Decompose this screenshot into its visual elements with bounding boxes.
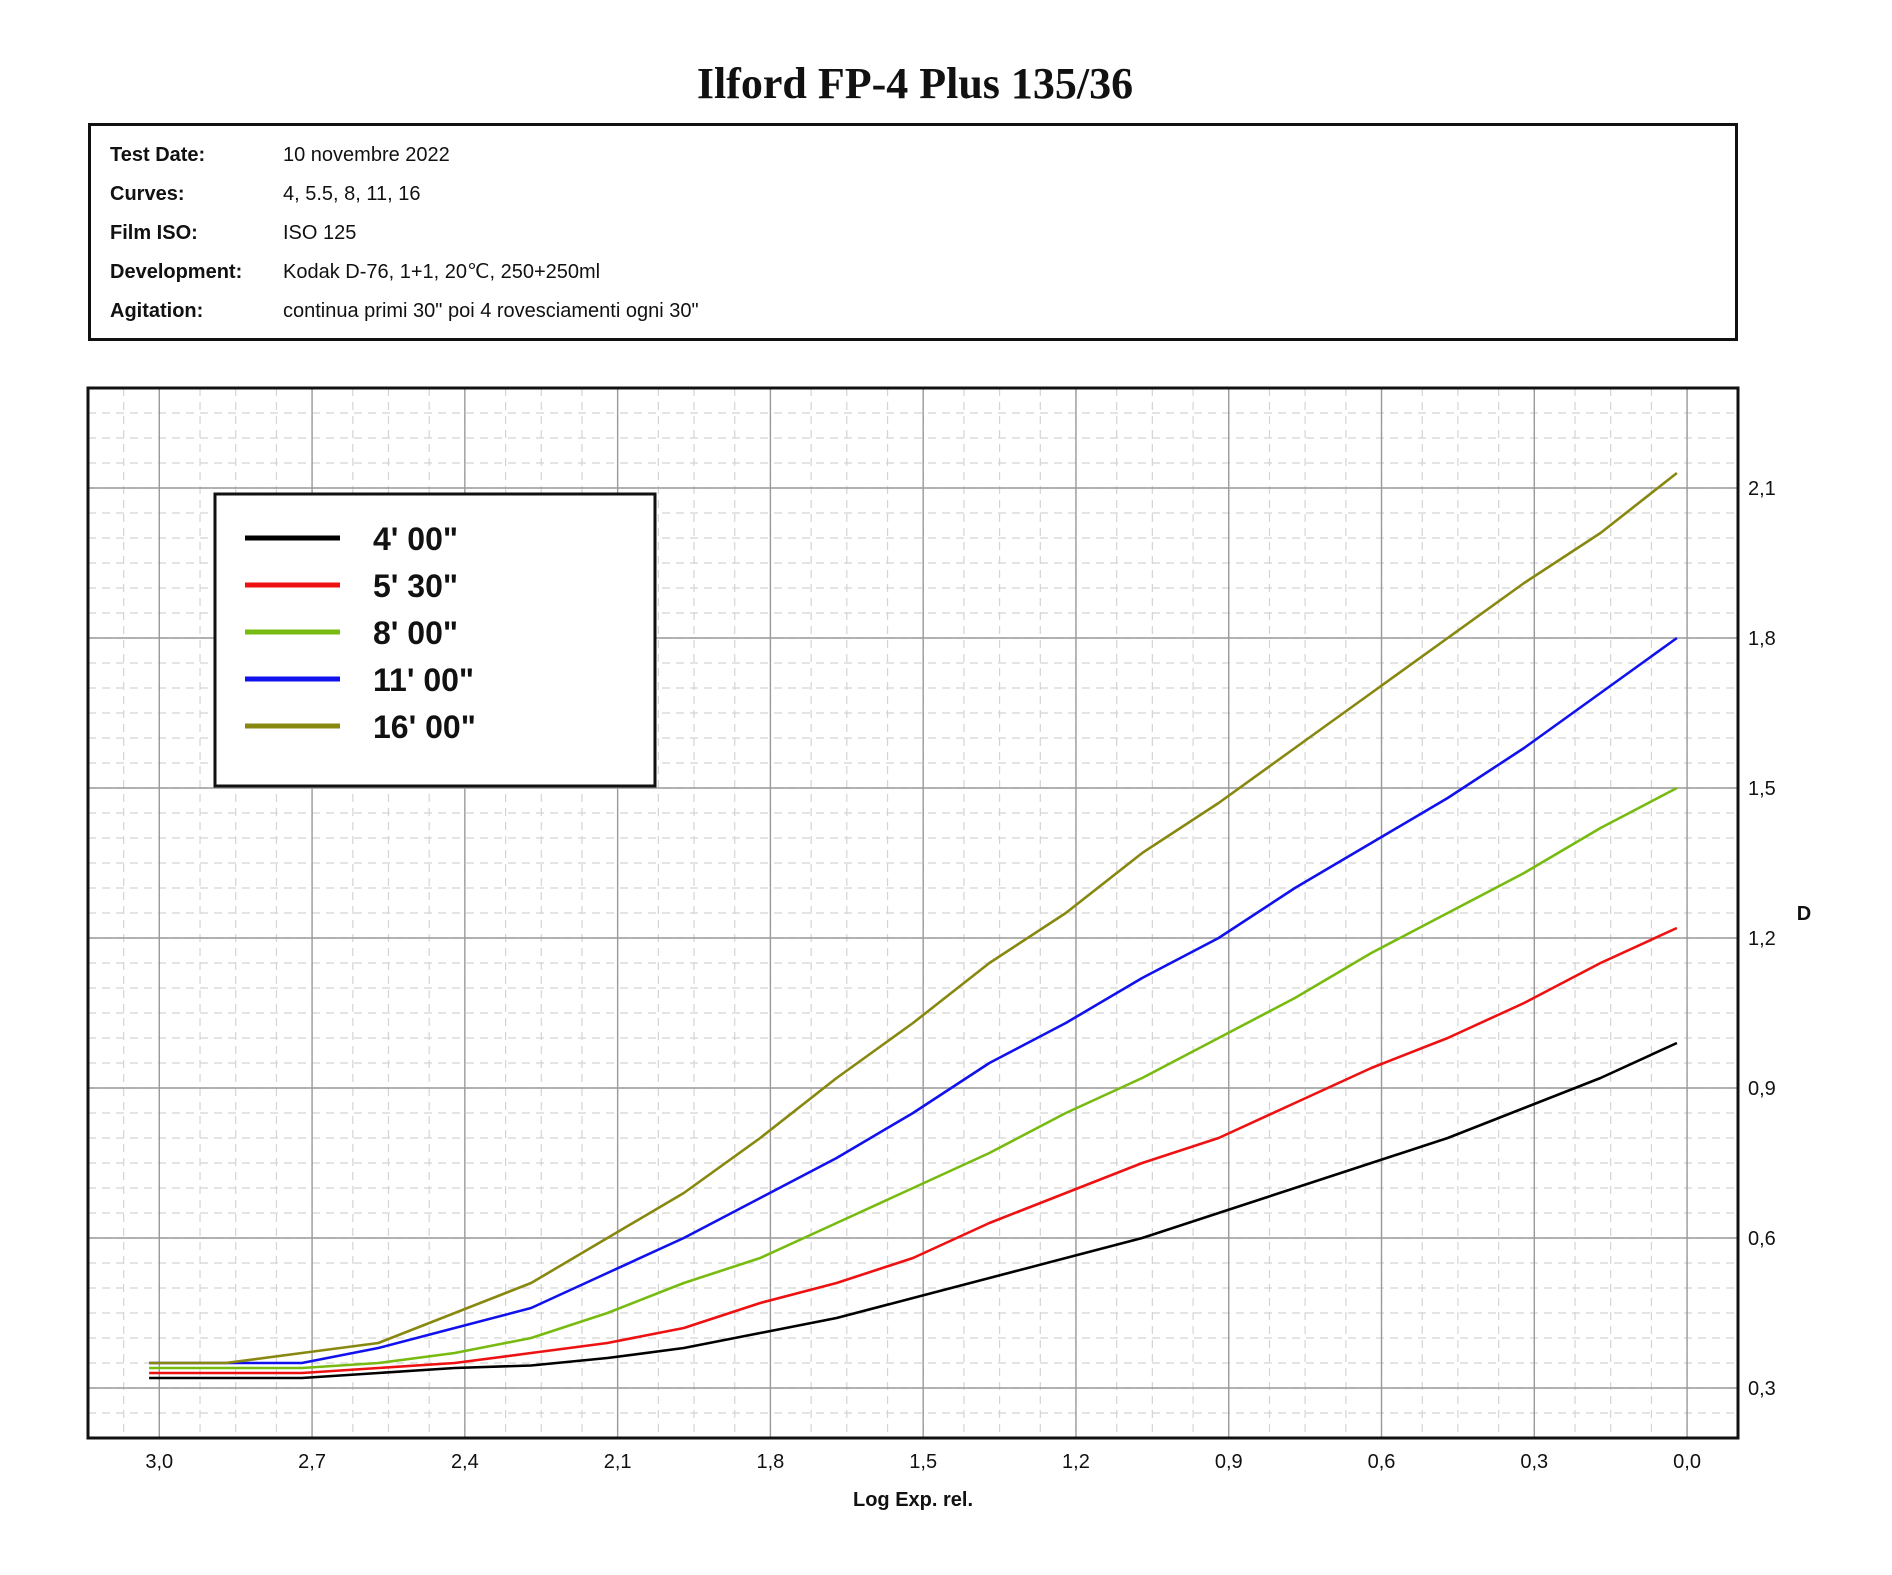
legend-label: 8' 00" [373, 615, 458, 651]
info-key: Test Date: [110, 144, 206, 166]
series-line-3 [149, 786, 1678, 1370]
y-tick-label: 0,6 [1748, 1228, 1776, 1250]
x-tick-label: 0,0 [1673, 1451, 1701, 1473]
x-tick-label: 0,9 [1215, 1451, 1243, 1473]
chart-title: Ilford FP-4 Plus 135/36 [696, 59, 1134, 108]
y-tick-label: 1,5 [1748, 778, 1776, 800]
x-tick-label: 0,3 [1520, 1451, 1548, 1473]
series-line-5 [149, 471, 1678, 1365]
x-tick-label: 2,1 [604, 1451, 632, 1473]
series-line-1 [149, 1041, 1678, 1380]
legend-label: 16' 00" [373, 709, 476, 745]
legend-box [213, 492, 657, 788]
info-key: Agitation: [110, 300, 204, 322]
y-tick-label: 0,9 [1748, 1078, 1776, 1100]
series-lines [149, 471, 1678, 1380]
x-tick-label: 2,4 [451, 1451, 479, 1473]
series-line-4 [149, 636, 1678, 1365]
info-value: ISO 125 [283, 222, 357, 244]
x-tick-label: 1,5 [909, 1451, 937, 1473]
info-value: 4, 5.5, 8, 11, 16 [283, 183, 421, 205]
x-tick-label: 0,6 [1368, 1451, 1396, 1473]
legend: 4' 00" 5' 30" 8' 00" 11' 00" 16' 00" [213, 492, 657, 788]
legend-label: 11' 00" [373, 662, 474, 698]
y-tick-label: 1,8 [1748, 628, 1776, 650]
y-axis-label: D [1797, 903, 1811, 925]
y-tick-label: 0,3 [1748, 1378, 1776, 1400]
info-key: Curves: [110, 183, 185, 205]
info-value: Kodak D-76, 1+1, 20℃, 250+250ml [283, 261, 601, 283]
info-key: Development: [110, 261, 243, 283]
plot-frame [86, 386, 1740, 1440]
x-axis-label: Log Exp. rel. [853, 1489, 973, 1511]
series-line-2 [149, 926, 1678, 1375]
axes: 3,0 2,7 2,4 2,1 1,8 1,5 1,2 0,9 0,6 0,3 0,0 0,3 0,6 0… [145, 478, 1811, 1511]
info-value: continua primi 30" poi 4 rovesciamenti o… [283, 300, 699, 322]
x-tick-label: 2,7 [298, 1451, 326, 1473]
y-tick-label: 1,2 [1748, 928, 1776, 950]
y-tick-label: 2,1 [1748, 478, 1776, 500]
legend-label: 4' 00" [373, 521, 458, 557]
info-value: 10 novembre 2022 [283, 144, 450, 166]
grid [88, 388, 1738, 1438]
info-box: Test Date: 10 novembre 2022 Curves: 4, 5… [88, 123, 1738, 341]
legend-label: 5' 30" [373, 568, 458, 604]
x-tick-label: 3,0 [145, 1451, 173, 1473]
x-tick-label: 1,8 [757, 1451, 785, 1473]
x-tick-label: 1,2 [1062, 1451, 1090, 1473]
info-key: Film ISO: [110, 222, 198, 244]
